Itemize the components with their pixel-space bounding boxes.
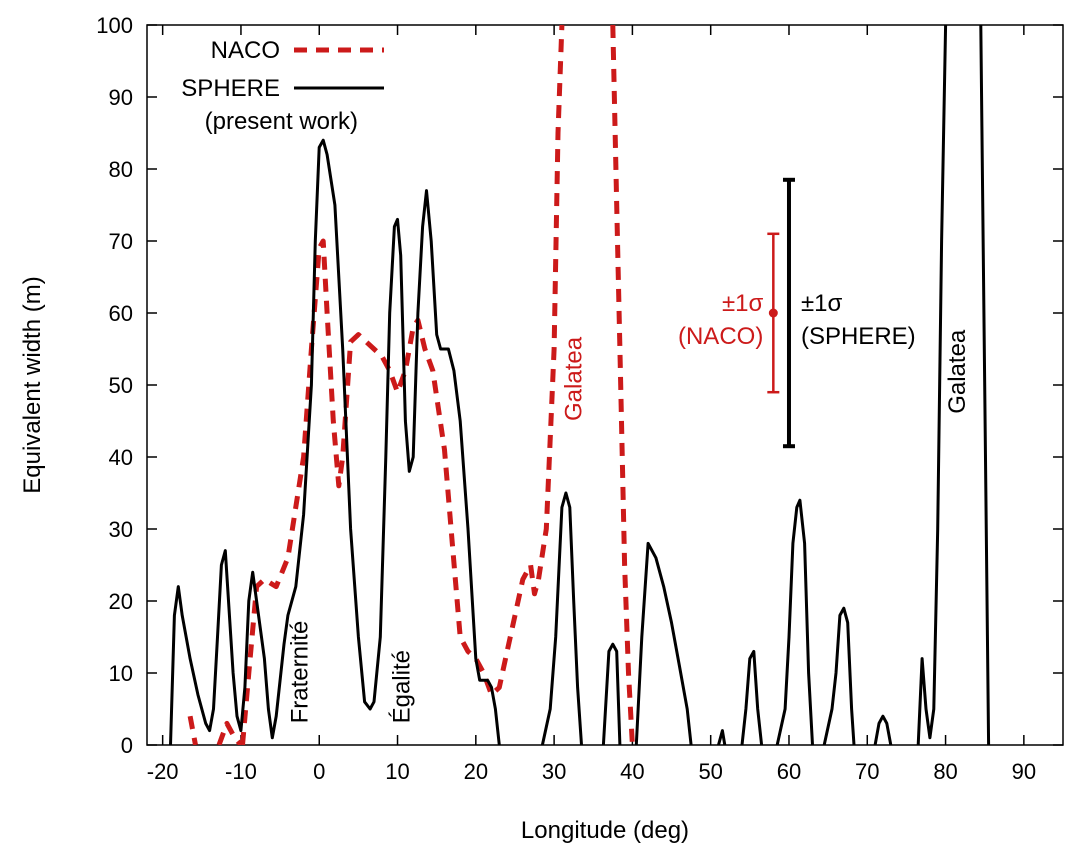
legend-label-naco: NACO (211, 37, 280, 64)
annotations: Fraternité Égalité Galatea Galatea (287, 329, 972, 723)
x-tick-label: 90 (1012, 759, 1036, 784)
axis-ticks: -20 -10 0 10 20 30 40 50 60 70 80 90 0 10 20 30 40 50 60 70… (96, 13, 1063, 784)
legend-label-sphere: SPHERE (181, 75, 280, 102)
series-clip-group (169, 25, 991, 745)
legend: NACO SPHERE (present work) (181, 37, 384, 135)
y-tick-label: 80 (109, 157, 133, 182)
sphere-series-line (634, 541, 693, 745)
x-tick-label: 30 (542, 759, 566, 784)
y-tick-label: 50 (109, 373, 133, 398)
error-bars: ±1σ (NACO) ±1σ (SPHERE) (678, 177, 916, 449)
sphere-series-line (169, 138, 501, 745)
x-tick-label: 50 (698, 759, 722, 784)
x-tick-label: -20 (147, 759, 179, 784)
y-tick-label: 40 (109, 445, 133, 470)
naco-error-point (768, 308, 778, 318)
sphere-series-line (775, 498, 814, 745)
naco-error-label: ±1σ (722, 290, 764, 317)
annotation--galit-: Égalité (388, 650, 415, 723)
sphere-series-line (979, 25, 991, 745)
sphere-series-line (916, 25, 948, 745)
axis-titles: Longitude (deg) Equivalent width (m) (19, 276, 689, 844)
x-tick-label: 40 (620, 759, 644, 784)
y-axis-title: Equivalent width (m) (19, 276, 46, 493)
sphere-series-line (822, 606, 856, 745)
y-tick-label: 60 (109, 301, 133, 326)
x-tick-label: 20 (464, 759, 488, 784)
annotation-galatea: Galatea (561, 336, 588, 421)
sphere-series-line (717, 729, 727, 745)
annotation-galatea: Galatea (944, 329, 971, 414)
x-tick-label: 70 (855, 759, 879, 784)
x-tick-label: 60 (777, 759, 801, 784)
naco-series-line (187, 715, 198, 745)
y-tick-label: 100 (96, 13, 133, 38)
y-tick-label: 70 (109, 229, 133, 254)
sphere-error-label: ±1σ (801, 290, 843, 317)
sphere-series-line (740, 649, 764, 745)
sphere-series-line (601, 642, 622, 745)
sphere-error-label: (SPHERE) (801, 323, 916, 350)
x-tick-label: 80 (933, 759, 957, 784)
series-lines (169, 25, 991, 745)
sphere-series-line (873, 714, 893, 745)
annotation-fraternit-: Fraternité (287, 621, 314, 724)
x-axis-title: Longitude (deg) (521, 817, 689, 844)
y-tick-label: 20 (109, 589, 133, 614)
naco-error-label: (NACO) (678, 323, 763, 350)
y-tick-label: 90 (109, 85, 133, 110)
x-tick-label: 10 (385, 759, 409, 784)
x-tick-label: -10 (225, 759, 257, 784)
y-tick-label: 0 (121, 733, 133, 758)
y-tick-label: 30 (109, 517, 133, 542)
x-tick-label: 0 (313, 759, 325, 784)
legend-note: (present work) (205, 108, 358, 135)
sphere-series-line (540, 491, 583, 745)
naco-series-line (610, 25, 635, 745)
y-tick-label: 10 (109, 661, 133, 686)
naco-series-line (216, 720, 243, 745)
